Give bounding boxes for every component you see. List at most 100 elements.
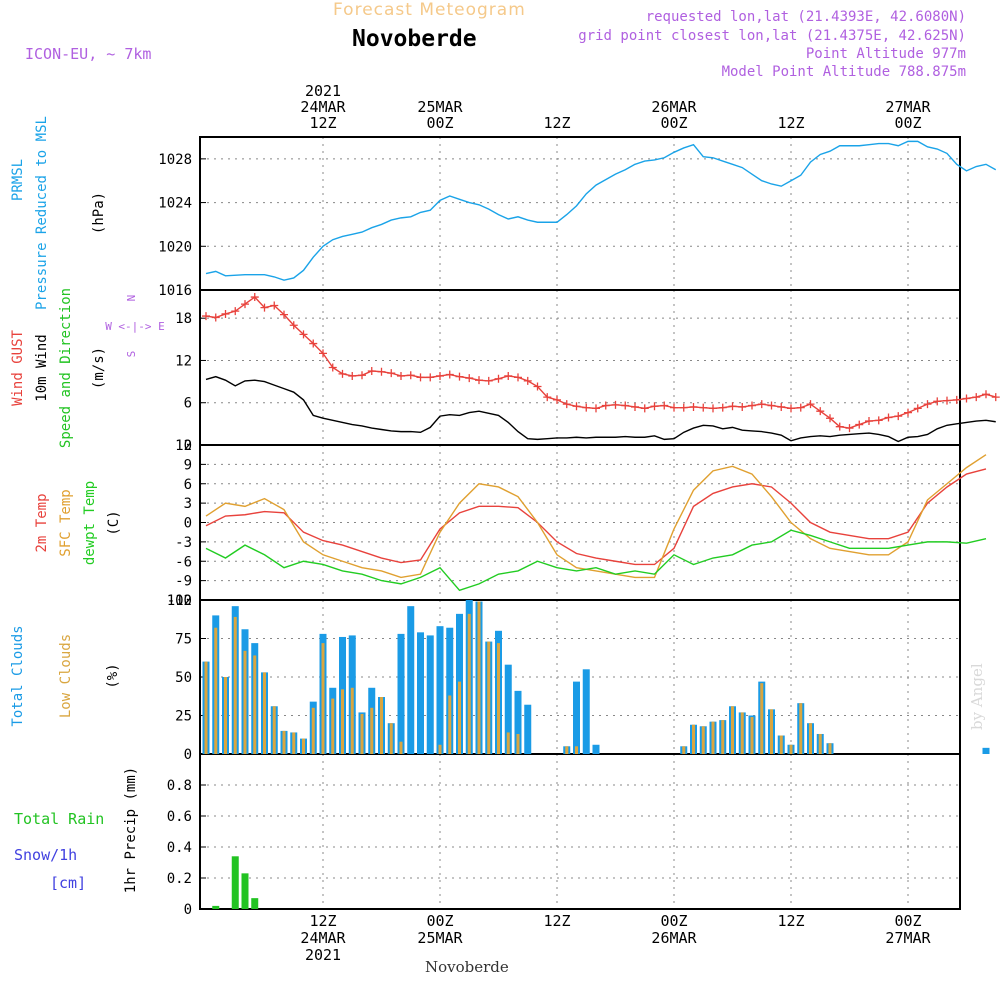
gust-marker bbox=[660, 401, 669, 410]
y-tick-label: -3 bbox=[175, 535, 192, 551]
gust-line bbox=[205, 296, 996, 429]
low-cloud-bar bbox=[779, 735, 783, 754]
low-cloud-bar bbox=[302, 738, 305, 754]
panel-unit: (hPa) bbox=[91, 192, 107, 234]
low-cloud-bar bbox=[448, 695, 452, 754]
y-tick-label: 9 bbox=[184, 457, 192, 473]
low-cloud-bar bbox=[282, 730, 286, 754]
total-cloud-bar bbox=[504, 664, 512, 754]
gust-marker bbox=[991, 393, 1000, 402]
gust-marker bbox=[962, 394, 971, 403]
gust-marker bbox=[523, 376, 532, 385]
y-tick-label: 1028 bbox=[158, 152, 192, 168]
gust-marker bbox=[319, 349, 327, 358]
y-tick-label: 25 bbox=[175, 709, 192, 725]
temp-line-0 bbox=[205, 468, 987, 566]
gust-marker bbox=[562, 400, 571, 409]
low-cloud-bar bbox=[311, 707, 315, 754]
time-label-bottom: 00Z bbox=[894, 912, 921, 930]
gust-marker bbox=[650, 402, 659, 411]
gust-marker bbox=[202, 312, 210, 321]
gust-marker bbox=[835, 422, 844, 431]
gust-marker bbox=[592, 404, 600, 413]
gust-marker bbox=[553, 395, 561, 404]
y-tick-label: 1024 bbox=[158, 196, 192, 212]
y-tick-label: 0 bbox=[184, 516, 192, 532]
gust-marker bbox=[670, 403, 678, 412]
gust-marker bbox=[231, 307, 240, 316]
y-tick-label: 0 bbox=[184, 438, 192, 454]
gust-marker bbox=[874, 416, 883, 425]
y-tick-label: 50 bbox=[175, 670, 192, 686]
time-label-bottom: 12Z bbox=[309, 912, 336, 930]
low-cloud-bar bbox=[575, 746, 578, 754]
time-label-bottom: 12Z bbox=[543, 912, 570, 930]
gust-marker bbox=[728, 402, 737, 411]
time-label-bottom: 26MAR bbox=[651, 929, 697, 947]
gust-marker bbox=[250, 293, 259, 302]
rain-bar bbox=[241, 873, 249, 909]
panel-frame-precip bbox=[199, 753, 961, 910]
y-tick-label: 12 bbox=[175, 353, 192, 369]
time-label-bottom: 2021 bbox=[305, 946, 341, 964]
gust-marker bbox=[387, 369, 396, 378]
time-label-top: 00Z bbox=[426, 114, 453, 132]
gust-marker bbox=[289, 321, 298, 330]
gust-marker bbox=[621, 401, 630, 410]
low-cloud-bar bbox=[818, 733, 822, 754]
low-cloud-bar bbox=[721, 720, 725, 754]
time-label-bottom: 27MAR bbox=[885, 929, 931, 947]
point-altitude: Point Altitude 977m bbox=[805, 46, 966, 62]
low-cloud-bar bbox=[224, 677, 227, 754]
total-cloud-bar bbox=[573, 681, 580, 754]
gust-marker bbox=[777, 402, 786, 411]
low-cloud-bar bbox=[263, 672, 266, 754]
y-tick-label: 6 bbox=[184, 396, 192, 412]
y-tick-label: 6 bbox=[184, 477, 192, 493]
low-cloud-bar bbox=[341, 689, 344, 754]
time-label-bottom: 00Z bbox=[660, 912, 687, 930]
y-tick-label: 1020 bbox=[158, 239, 192, 255]
y-tick-label: -6 bbox=[175, 554, 192, 570]
low-cloud-bar bbox=[760, 683, 764, 754]
gust-marker bbox=[436, 371, 444, 380]
gust-marker bbox=[465, 374, 474, 383]
gust-marker bbox=[699, 403, 708, 412]
y-tick-label: -9 bbox=[175, 574, 192, 590]
y-tick-label: 0.6 bbox=[167, 809, 192, 825]
low-cloud-bar bbox=[321, 643, 325, 754]
gust-marker bbox=[904, 408, 912, 417]
y-tick-label: 12 bbox=[175, 438, 192, 454]
time-label-bottom: 25MAR bbox=[417, 929, 463, 947]
y-tick-label: 0 bbox=[184, 902, 192, 918]
time-label-top: 27MAR bbox=[885, 98, 931, 116]
temp-line-1 bbox=[205, 454, 987, 579]
gust-marker bbox=[426, 373, 435, 382]
gust-marker bbox=[738, 402, 747, 411]
rain-bar bbox=[212, 905, 220, 909]
panel-label: PRMSL bbox=[10, 159, 26, 201]
gust-marker bbox=[309, 339, 318, 348]
location-title: Novoberde bbox=[352, 26, 477, 52]
panel-label: Low Clouds bbox=[58, 634, 74, 718]
precip-label-snow-unit: [cm] bbox=[50, 874, 86, 892]
low-cloud-bar bbox=[770, 709, 773, 754]
low-cloud-bar bbox=[682, 746, 686, 754]
gust-marker bbox=[475, 376, 483, 385]
panel-label: 2m Temp bbox=[34, 493, 50, 552]
model-name: ICON-EU, ~ 7km bbox=[25, 45, 152, 63]
low-cloud-bar bbox=[243, 650, 247, 754]
gust-marker bbox=[913, 404, 922, 413]
low-cloud-bar bbox=[711, 721, 715, 754]
total-cloud-bar bbox=[446, 627, 454, 754]
panel-unit: (%) bbox=[105, 663, 121, 688]
low-cloud-bar bbox=[828, 743, 832, 754]
gust-marker bbox=[406, 371, 415, 380]
low-cloud-bar bbox=[731, 706, 734, 754]
compass-n: N bbox=[125, 295, 138, 302]
gust-marker bbox=[601, 401, 610, 410]
gust-marker bbox=[884, 413, 893, 422]
gust-marker bbox=[894, 412, 903, 421]
